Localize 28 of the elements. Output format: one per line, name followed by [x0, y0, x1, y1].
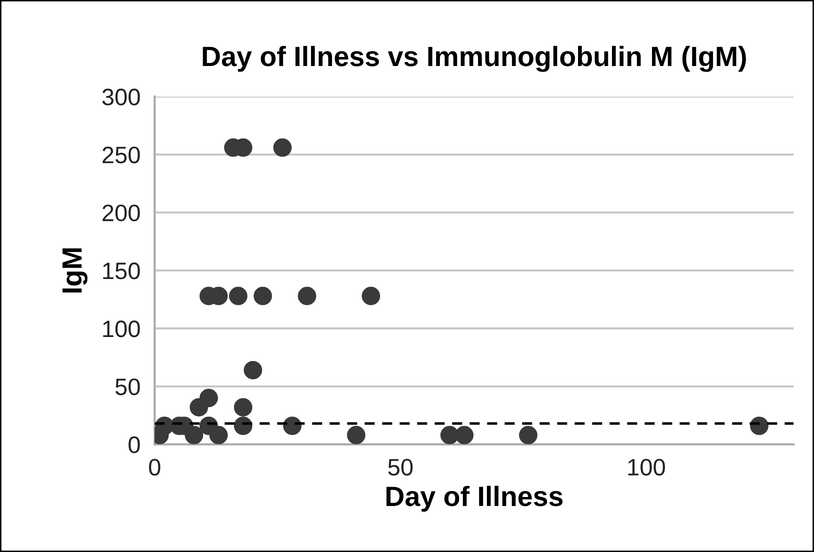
- point: [298, 286, 316, 306]
- point: [283, 416, 302, 436]
- point: [190, 398, 208, 416]
- point: [455, 426, 474, 444]
- y-tick-label: 250: [102, 146, 140, 164]
- y-tick-label: 200: [102, 204, 140, 222]
- chart-title: Day of Illness vs Immunoglobulin M (IgM): [202, 46, 746, 72]
- x-tick-label: 0: [149, 458, 160, 476]
- point: [244, 360, 262, 380]
- point: [254, 286, 272, 306]
- y-tick-label: 100: [103, 320, 140, 338]
- x-tick-label: 100: [628, 458, 665, 476]
- point: [750, 416, 768, 436]
- point: [519, 426, 538, 444]
- y-tick-label: 0: [128, 436, 140, 454]
- point: [184, 426, 204, 444]
- x-tick-label: 50: [388, 458, 413, 476]
- point: [229, 286, 248, 306]
- point: [209, 426, 228, 444]
- point: [346, 426, 366, 444]
- y-tick-label: 50: [115, 378, 140, 396]
- point: [273, 138, 292, 157]
- point: [362, 286, 380, 306]
- x-axis-title: Day of Illness: [386, 486, 563, 512]
- y-axis-title: IgM: [62, 248, 88, 293]
- y-tick-label: 300: [102, 88, 140, 106]
- point: [234, 398, 252, 416]
- y-tick-label: 150: [103, 262, 140, 280]
